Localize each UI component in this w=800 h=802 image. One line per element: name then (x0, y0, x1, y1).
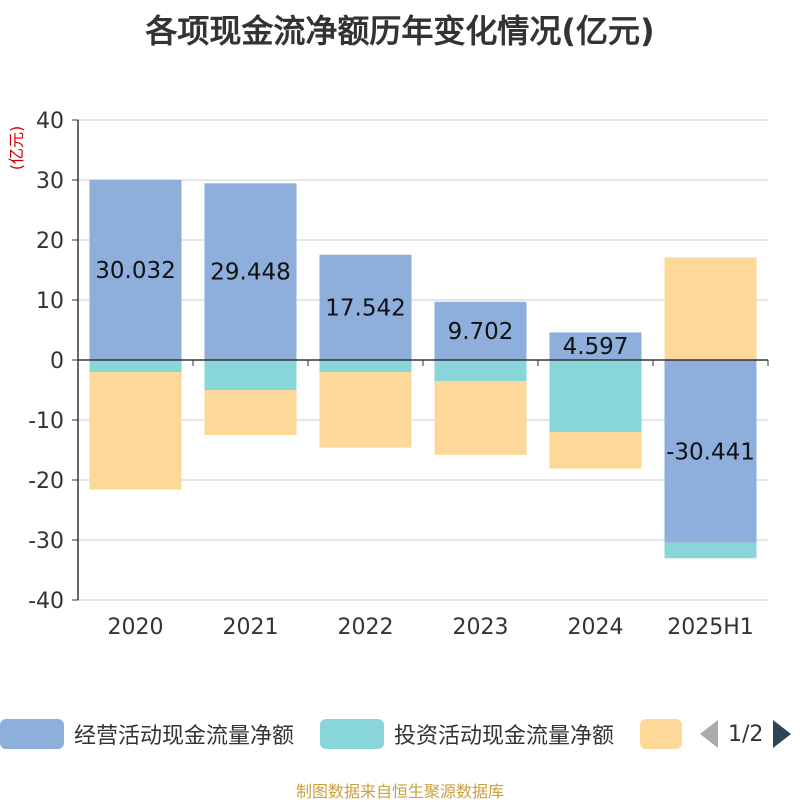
legend-label-investing: 投资活动现金流量净额 (394, 724, 615, 749)
bar-segment-s0-2022[interactable] (319, 254, 412, 360)
legend-pager: 1/2 (700, 716, 792, 752)
pager-prev-icon[interactable] (700, 720, 718, 748)
bar-segment-s0-2020[interactable] (89, 179, 182, 360)
pager-next-icon[interactable] (773, 720, 792, 748)
y-tick-label: 0 (50, 349, 64, 374)
bar-segment-s1-2021[interactable] (204, 360, 297, 390)
legend-swatch-third (640, 719, 682, 749)
x-tick-label: 2024 (568, 615, 624, 640)
bar-segment-s0-2024[interactable] (549, 332, 642, 360)
bar-segment-s2-2024[interactable] (549, 432, 642, 469)
x-tick-label: 2025H1 (667, 615, 754, 640)
legend-swatch-operating (0, 719, 64, 749)
bar-segment-s2-2021[interactable] (204, 390, 297, 435)
data-label-2020: 30.032 (95, 258, 175, 284)
bar-segment-s2-2025H1[interactable] (664, 257, 757, 360)
y-tick-label: 40 (36, 109, 64, 134)
bars (89, 179, 757, 559)
chart-title: 各项现金流净额历年变化情况(亿元) (145, 12, 655, 50)
axes: 40 30 20 10 0 -10 -20 -30 -40 2020 2021 2022 2023 202… (28, 109, 769, 640)
x-tick-label: 2022 (338, 615, 394, 640)
legend-item-third[interactable] (640, 716, 682, 752)
y-tick-label: 30 (36, 169, 64, 194)
x-tick-label: 2020 (108, 615, 164, 640)
y-tick-label: -20 (28, 469, 64, 494)
data-label-2024: 4.597 (563, 334, 629, 360)
data-label-2021: 29.448 (210, 260, 290, 286)
legend: 经营活动现金流量净额 投资活动现金流量净额 (0, 716, 800, 756)
y-tick-label: -10 (28, 409, 64, 434)
bar-segment-s1-2025H1[interactable] (664, 542, 757, 559)
x-tick-label: 2023 (453, 615, 509, 640)
x-tick-label: 2021 (223, 615, 279, 640)
y-tick-label: -30 (28, 529, 64, 554)
legend-item-operating[interactable]: 经营活动现金流量净额 (0, 716, 294, 752)
bar-segment-s1-2023[interactable] (434, 360, 527, 381)
y-tick-label: 20 (36, 229, 64, 254)
bar-segment-s1-2024[interactable] (549, 360, 642, 432)
grid-lines (78, 119, 768, 601)
bar-segment-s2-2020[interactable] (89, 372, 182, 490)
pager-page-text: 1/2 (728, 721, 764, 747)
bar-segment-s0-2023[interactable] (434, 301, 527, 360)
source-note: 制图数据来自恒生聚源数据库 (295, 782, 504, 801)
y-tick-label: 10 (36, 289, 64, 314)
legend-item-investing[interactable]: 投资活动现金流量净额 (320, 716, 614, 752)
bar-segment-s2-2022[interactable] (319, 372, 412, 448)
bar-segment-s1-2020[interactable] (89, 360, 182, 372)
bar-segment-s0-2025H1[interactable] (664, 360, 757, 543)
bar-segment-s1-2022[interactable] (319, 360, 412, 372)
data-label-2023: 9.702 (448, 319, 514, 345)
data-label-2022: 17.542 (325, 295, 405, 321)
data-label-2025H1: -30.441 (666, 439, 755, 465)
legend-swatch-investing (320, 719, 384, 749)
bar-segment-s0-2021[interactable] (204, 183, 297, 360)
legend-label-operating: 经营活动现金流量净额 (74, 724, 295, 749)
y-unit-label: (亿元) (7, 126, 26, 171)
chart-plot: 40 30 20 10 0 -10 -20 -30 -40 2020 2021 2022 2023 202… (7, 109, 769, 640)
data-labels: 30.032 29.448 17.542 9.702 4.597 -30.441 (95, 258, 755, 465)
y-tick-label: -40 (28, 589, 64, 614)
bar-segment-s2-2023[interactable] (434, 381, 527, 455)
